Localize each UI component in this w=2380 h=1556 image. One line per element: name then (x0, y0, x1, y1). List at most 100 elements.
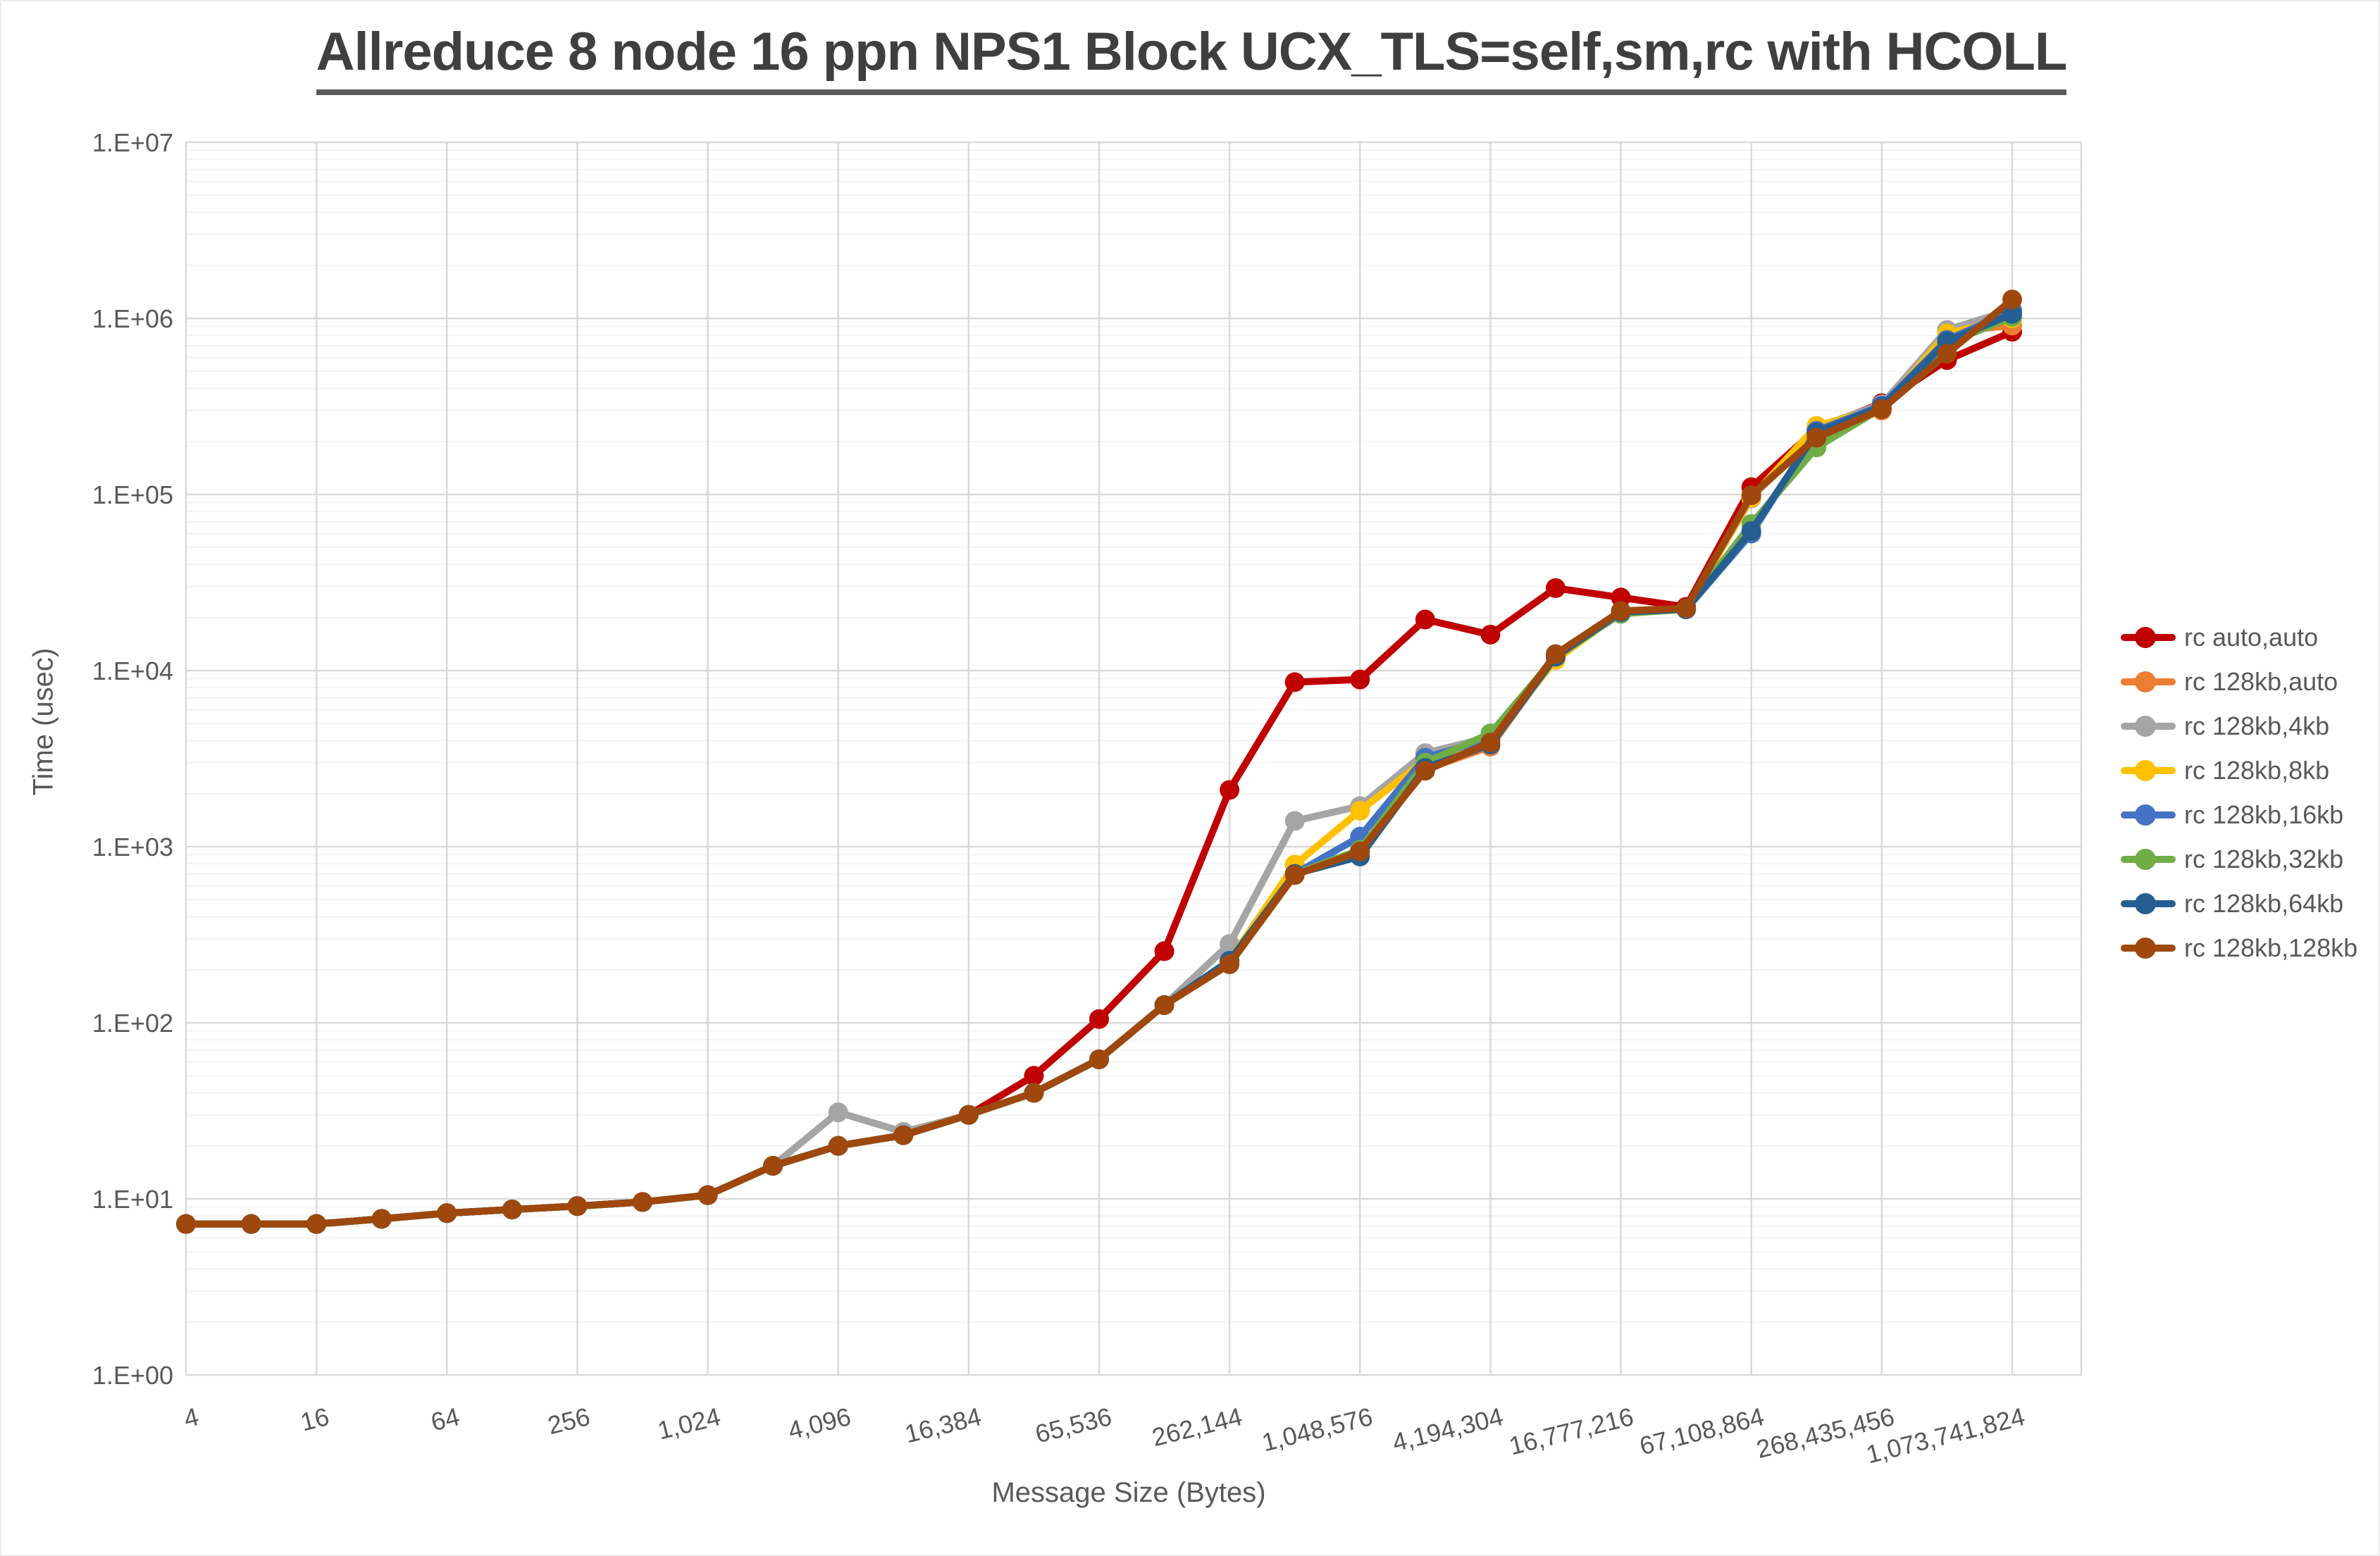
data-point (1089, 1049, 1109, 1069)
data-point (1284, 811, 1305, 831)
data-point (828, 1135, 848, 1156)
data-point (502, 1200, 522, 1220)
data-point (437, 1203, 457, 1224)
data-point (1611, 587, 1631, 608)
chart-title-text: Allreduce 8 node 16 ppn NPS1 Block UCX_T… (316, 21, 2067, 95)
legend-label: rc 128kb,8kb (2184, 755, 2330, 785)
data-point (1350, 800, 1370, 821)
x-tick-label: 4 (181, 1402, 202, 1433)
legend-marker-icon (2121, 671, 2176, 692)
legend-dot-icon (2135, 626, 2156, 648)
legend-marker-icon (2121, 848, 2176, 870)
y-tick-label: 1.E+02 (92, 1009, 173, 1038)
legend-item: rc auto,auto (2121, 615, 2357, 659)
data-point (1350, 841, 1370, 861)
x-tick-label: 16,777,216 (1506, 1402, 1637, 1460)
data-point (1350, 669, 1370, 690)
x-tick-label: 1,048,576 (1259, 1402, 1375, 1457)
data-point (1024, 1083, 1044, 1103)
data-point (176, 1214, 196, 1234)
legend-marker-icon (2121, 804, 2176, 826)
data-point (698, 1185, 718, 1205)
data-point (1415, 609, 1435, 630)
data-point (2002, 304, 2022, 324)
y-axis-title: Time (usec) (27, 647, 59, 796)
data-point (1024, 1066, 1044, 1086)
legend-marker-icon (2121, 892, 2176, 914)
legend-dot-icon (2135, 671, 2156, 692)
legend-item: rc 128kb,16kb (2121, 792, 2357, 837)
x-axis-title: Message Size (Bytes) (991, 1477, 1266, 1508)
legend-dot-icon (2135, 937, 2156, 959)
x-tick-label: 262,144 (1149, 1402, 1245, 1452)
legend-item: rc 128kb,32kb (2121, 837, 2357, 881)
legend-marker-icon (2121, 937, 2176, 959)
data-point (1154, 941, 1174, 961)
x-tick-label: 4,096 (785, 1402, 853, 1445)
data-point (1545, 644, 1566, 664)
x-tick-label: 256 (545, 1402, 593, 1440)
y-tick-label: 1.E+03 (92, 833, 173, 861)
x-tick-label: 16 (297, 1402, 332, 1436)
data-point (1089, 1009, 1109, 1029)
legend-label: rc 128kb,auto (2184, 666, 2338, 696)
legend-marker-icon (2121, 715, 2176, 737)
y-tick-label: 1.E+01 (92, 1185, 173, 1214)
y-tick-label: 1.E+05 (92, 480, 173, 509)
y-tick-label: 1.E+06 (92, 304, 173, 333)
x-tick-label: 65,536 (1032, 1402, 1115, 1448)
data-point (893, 1125, 914, 1145)
data-point (371, 1209, 392, 1229)
legend-dot-icon (2135, 759, 2156, 781)
data-point (1480, 624, 1501, 645)
legend-item: rc 128kb,auto (2121, 659, 2357, 704)
legend: rc auto,auto rc 128kb,auto rc 128kb,4kb rc … (2121, 615, 2357, 970)
legend-label: rc 128kb,32kb (2184, 844, 2344, 873)
data-point (1284, 672, 1305, 692)
legend-marker-icon (2121, 759, 2176, 781)
x-tick-label: 1,024 (655, 1402, 723, 1445)
data-point (1545, 578, 1566, 598)
data-point (1676, 598, 1697, 618)
legend-marker-icon (2121, 626, 2176, 648)
legend-item: rc 128kb,4kb (2121, 704, 2357, 748)
legend-dot-icon (2135, 715, 2156, 737)
x-tick-label: 16,384 (902, 1402, 984, 1448)
data-point (241, 1214, 261, 1234)
data-point (1220, 780, 1240, 800)
data-point (567, 1196, 588, 1216)
data-point (1937, 344, 1957, 364)
legend-label: rc auto,auto (2184, 622, 2319, 652)
data-point (763, 1156, 783, 1176)
data-point (1741, 485, 1761, 506)
chart-title: Allreduce 8 node 16 ppn NPS1 Block UCX_T… (1, 21, 2379, 95)
legend-label: rc 128kb,4kb (2184, 711, 2330, 740)
data-point (1415, 761, 1435, 781)
data-point (632, 1192, 652, 1212)
data-point (1806, 428, 1827, 448)
data-point (1611, 601, 1631, 621)
data-point (1154, 995, 1174, 1015)
data-point (1480, 733, 1501, 753)
legend-item: rc 128kb,64kb (2121, 881, 2357, 926)
data-point (1871, 399, 1892, 419)
data-point (1284, 865, 1305, 885)
data-point (1220, 954, 1240, 974)
legend-dot-icon (2135, 804, 2156, 826)
y-tick-label: 1.E+04 (92, 656, 173, 685)
x-tick-label: 67,108,864 (1637, 1402, 1767, 1460)
legend-dot-icon (2135, 892, 2156, 914)
data-point (1741, 521, 1761, 541)
data-point (958, 1104, 979, 1125)
x-tick-label: 64 (428, 1402, 462, 1436)
legend-label: rc 128kb,128kb (2184, 933, 2358, 962)
data-point (828, 1102, 848, 1123)
legend-dot-icon (2135, 848, 2156, 870)
legend-label: rc 128kb,16kb (2184, 799, 2344, 829)
data-point (306, 1214, 327, 1234)
x-tick-label: 4,194,304 (1389, 1402, 1506, 1457)
legend-item: rc 128kb,8kb (2121, 748, 2357, 792)
data-point (2002, 290, 2022, 310)
